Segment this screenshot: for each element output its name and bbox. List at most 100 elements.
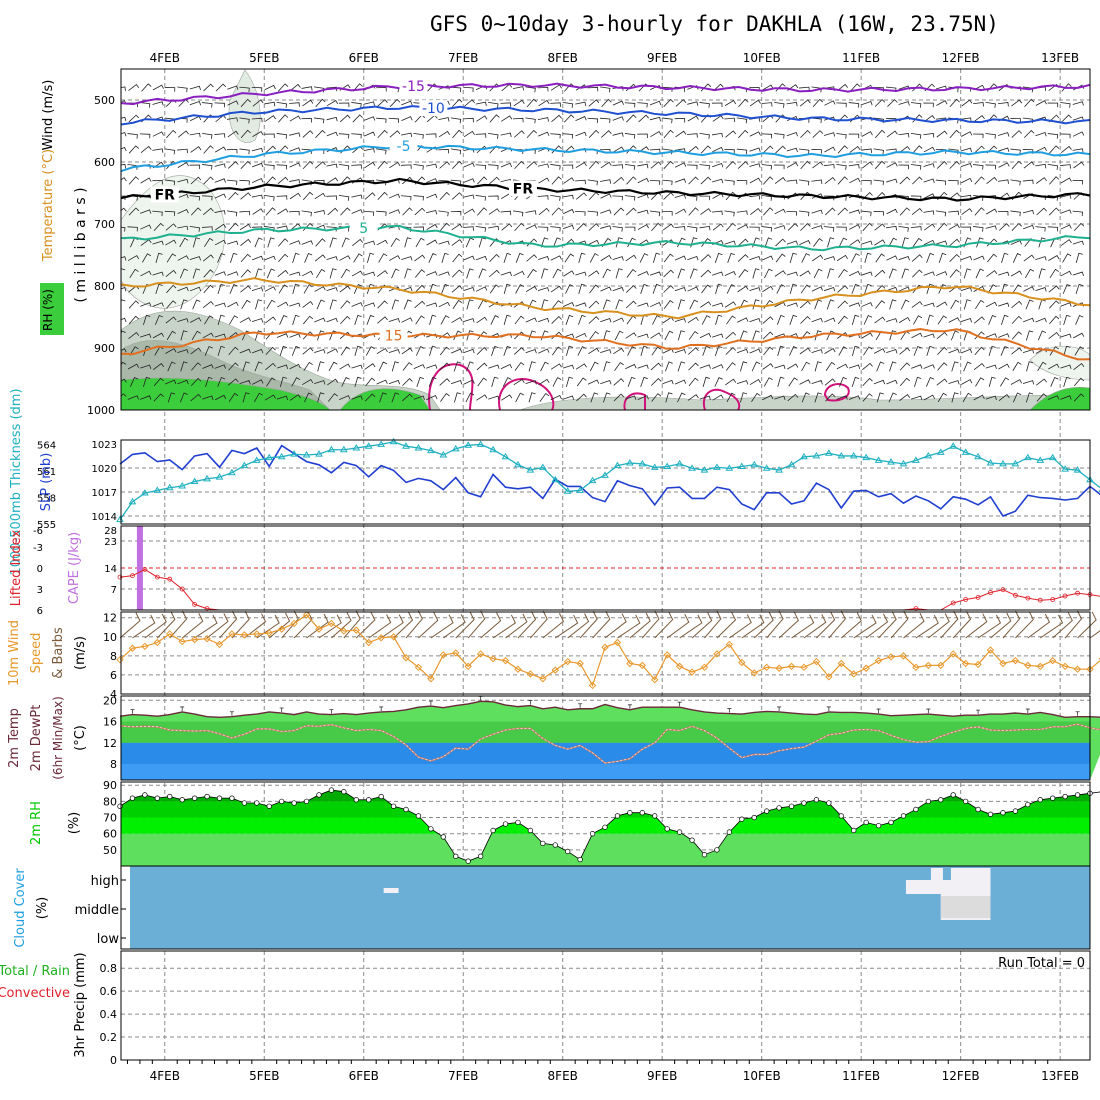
wind-barb [353,253,363,263]
wind-barb [650,332,662,339]
wind-barb [190,207,202,216]
wind-barb [121,299,126,303]
lifted-index-point [1037,597,1043,603]
wind-barb [203,176,214,185]
wind-barb [476,176,488,185]
wind-barb [1012,284,1022,294]
wind-barb [923,146,935,153]
wind-barb [404,237,412,248]
wind-barb [128,114,140,123]
wind-barb [366,252,375,264]
wind-barb [688,362,699,371]
wind-barb [800,315,811,324]
wind-barb [936,301,948,308]
wind-barb [761,194,773,201]
thickness-point [949,442,958,449]
wind-barb [589,284,600,294]
wind-barb [1011,99,1023,107]
cape-tick-label: 14 [104,564,117,575]
wind-barb [774,364,786,370]
wind-barb [739,330,748,341]
wind-barb [612,256,624,261]
wind-barb [354,345,362,357]
wind-barb [388,379,401,385]
wind-barb [1048,207,1060,216]
wind-barb [638,114,649,123]
wind-barb [837,83,848,92]
temperature-line [119,700,1100,718]
wind-barb [477,299,487,310]
wind-barb [862,362,873,371]
wind-barb [690,237,698,248]
wind-barb [762,363,774,370]
wind-barb [502,377,512,387]
wind-barb [440,315,450,325]
wind-barb [699,102,710,108]
wind-barb [823,287,836,292]
wind-barb-10m [641,610,660,639]
wind-barb-10m [617,614,641,639]
wind-barb [363,148,375,153]
wind-barb [1048,114,1060,123]
wind-barb [811,380,823,385]
wind-speed-point [725,640,734,649]
cape-li-frame [120,525,1091,611]
wind-barb-10m [281,610,299,639]
wind-barb [823,226,835,232]
wind-barb [973,115,985,122]
wind-barb [241,299,251,310]
wind-speed-point [812,657,821,666]
wind-barb-10m [418,612,439,639]
wind-barb [466,330,474,341]
wind-barb [724,301,737,308]
wind-barb [811,349,823,354]
wind-barb [637,133,648,139]
wind-barb [1050,376,1059,387]
wind-barb [1062,253,1072,263]
wind-barb [475,195,487,201]
wind-barb [217,376,226,387]
axis-tick-label: 4 [110,688,117,701]
wind-barb [401,317,413,323]
wind-barb [936,271,948,276]
temp-maxmin-marker [279,707,284,713]
wind-speed-point [762,663,771,672]
wind-barb [786,211,797,216]
wind-barb [749,131,761,137]
wind-barb [935,210,947,217]
wind-barb-10m [268,612,291,639]
wind-speed-point [340,627,348,635]
wind-barb [1073,222,1085,232]
wind-barb [637,271,649,277]
wind-barb [849,270,861,277]
wind-barb [935,240,948,245]
wind-barb [1036,378,1047,386]
wind-barb [377,160,388,170]
wind-barb [599,86,611,93]
wind-barb [640,283,648,294]
wind-barb [662,148,673,155]
wind-barb [413,195,424,201]
thickness-point [787,460,796,468]
wind-barb [873,379,886,385]
wind-barb-10m [592,611,611,639]
contour-label: -10 [422,101,445,117]
wind-barb-10m [393,611,414,639]
wind-barb [177,286,189,292]
wind-barb [649,100,662,106]
wind-barb [699,164,710,170]
wind-barb [525,117,536,124]
wind-barb [315,129,326,138]
wind-barb [749,177,761,184]
wind-speed-point [514,665,522,673]
date-label-top: 7FEB [448,51,478,65]
wind-barb [351,270,363,277]
wind-barb [127,133,138,139]
wind-barb [861,271,873,276]
temp-frame [120,695,1091,781]
wind-barb-10m [331,612,352,639]
wind-barb [849,239,861,246]
wind-barb [227,271,239,276]
wind-barb [426,302,438,307]
wind-barb [625,254,637,262]
